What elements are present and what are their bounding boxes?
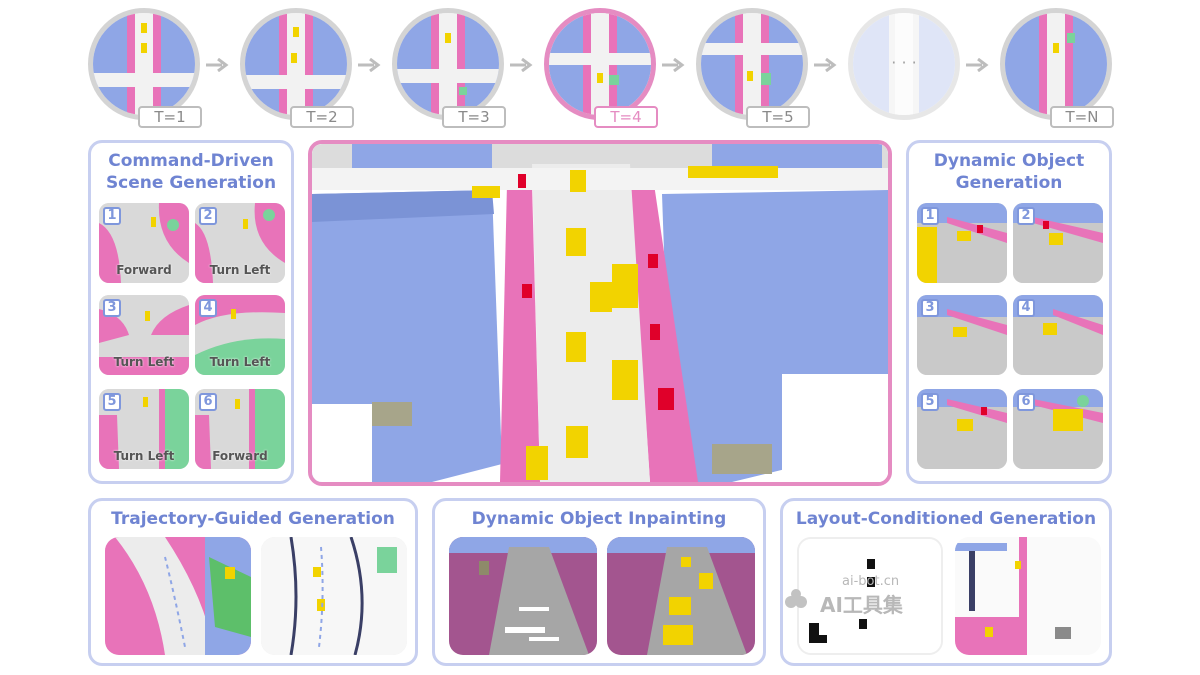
dynamic-object-panel: Dynamic Object Generation 1 2 3 4 5 6 (906, 140, 1112, 484)
step-number-badge: 5 (103, 393, 121, 411)
command-thumb-2: 2 Turn Left (195, 203, 285, 283)
dynamic-thumb-5: 5 (917, 389, 1007, 469)
trajectory-image-2 (261, 537, 407, 655)
timeline-label-3: T=3 (442, 106, 506, 128)
arrow-right-icon (510, 58, 533, 72)
main-scene-panel (308, 140, 892, 486)
trajectory-image-1 (105, 537, 251, 655)
timeline-label-2: T=2 (290, 106, 354, 128)
dynamic-thumb-4: 4 (1013, 295, 1103, 375)
step-number-badge: 6 (199, 393, 217, 411)
command-label: Forward (116, 263, 172, 277)
timeline-frame-5 (696, 8, 808, 120)
timeline-frame-ellipsis: · · · (848, 8, 960, 120)
step-number-badge: 3 (921, 299, 939, 317)
command-thumb-3: 3 Turn Left (99, 295, 189, 375)
arrow-right-icon (814, 58, 837, 72)
command-label: Turn Left (113, 449, 175, 463)
timeline-frame-n (1000, 8, 1112, 120)
dynamic-thumb-3: 3 (917, 295, 1007, 375)
layout-map (799, 539, 941, 653)
timeline-label-n: T=N (1050, 106, 1114, 128)
command-label: Turn Left (209, 263, 271, 277)
panel-title-line2: Generation (955, 173, 1063, 193)
step-number-badge: 4 (1017, 299, 1035, 317)
main-3d-occupancy-scene (312, 144, 888, 482)
arrow-right-icon (662, 58, 685, 72)
layout-conditioned-panel: Layout-Conditioned Generation (780, 498, 1112, 666)
scene-thumbnail (449, 537, 597, 655)
step-number-badge: 2 (1017, 207, 1035, 225)
layout-result-image (955, 537, 1101, 655)
panel-title-line1: Command-Driven (108, 151, 274, 171)
timeline-frame-2 (240, 8, 352, 120)
command-driven-panel: Command-Driven Scene Generation 1 Forwar… (88, 140, 294, 484)
step-number-badge: 1 (921, 207, 939, 225)
scene-thumbnail (99, 295, 189, 375)
scene-thumbnail (397, 13, 499, 115)
ellipsis-text: · · · (891, 53, 917, 72)
step-number-badge: 5 (921, 393, 939, 411)
command-label: Forward (212, 449, 268, 463)
command-label: Turn Left (113, 355, 175, 369)
timeline-label-1: T=1 (138, 106, 202, 128)
step-number-badge: 3 (103, 299, 121, 317)
arrow-right-icon (206, 58, 229, 72)
scene-thumbnail (701, 13, 803, 115)
command-thumb-5: 5 Turn Left (99, 389, 189, 469)
arrow-right-icon (966, 58, 989, 72)
step-number-badge: 1 (103, 207, 121, 225)
watermark-line1: ai-bot.cn (842, 574, 900, 589)
scene-thumbnail (955, 537, 1101, 655)
watermark: ai-bot.cn AI工具集 (785, 574, 903, 618)
timeline-label-4: T=4 (594, 106, 658, 128)
panel-title: Dynamic Object Inpainting (471, 509, 727, 529)
panel-title: Trajectory-Guided Generation (111, 509, 395, 529)
dynamic-object-inpainting-panel: Dynamic Object Inpainting (432, 498, 766, 666)
step-number-badge: 2 (199, 207, 217, 225)
dynamic-thumb-1: 1 (917, 203, 1007, 283)
panel-title-line1: Dynamic Object (933, 151, 1085, 171)
scene-thumbnail (549, 13, 651, 115)
scene-thumbnail (245, 13, 347, 115)
watermark-line2: AI工具集 (820, 593, 903, 617)
inpainting-image-before (449, 537, 597, 655)
timeline-label-5: T=5 (746, 106, 810, 128)
step-number-badge: 4 (199, 299, 217, 317)
timeline-frame-1 (88, 8, 200, 120)
command-thumb-4: 4 Turn Left (195, 295, 285, 375)
command-thumb-1: 1 Forward (99, 203, 189, 283)
command-label: Turn Left (209, 355, 271, 369)
trajectory-guided-panel: Trajectory-Guided Generation (88, 498, 418, 666)
timeline-frame-3 (392, 8, 504, 120)
watermark-logo-icon (785, 589, 807, 608)
scene-thumbnail (93, 13, 195, 115)
timeline-frame-4 (544, 8, 656, 120)
dynamic-thumb-2: 2 (1013, 203, 1103, 283)
scene-thumbnail (607, 537, 755, 655)
step-number-badge: 6 (1017, 393, 1035, 411)
panel-title-line2: Scene Generation (105, 173, 277, 193)
inpainting-image-after (607, 537, 755, 655)
scene-thumbnail (1005, 13, 1107, 115)
panel-title: Layout-Conditioned Generation (795, 509, 1097, 529)
scene-thumbnail (261, 537, 407, 655)
scene-thumbnail (195, 389, 285, 469)
dynamic-thumb-6: 6 (1013, 389, 1103, 469)
arrow-right-icon (358, 58, 381, 72)
command-thumb-6: 6 Forward (195, 389, 285, 469)
scene-thumbnail (105, 537, 251, 655)
layout-map-image (797, 537, 943, 655)
